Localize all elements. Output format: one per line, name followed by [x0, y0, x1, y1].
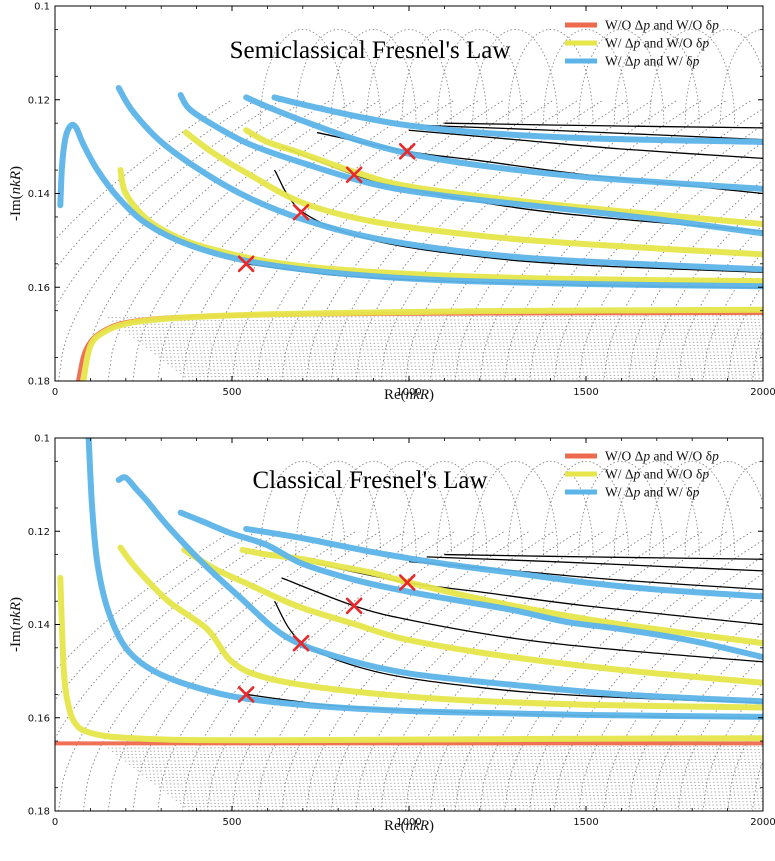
- series-line-yellow-2: [57, 574, 763, 744]
- x-tick-label: 1500: [573, 387, 598, 398]
- background-dots: [55, 28, 763, 381]
- y-tick-label: 0.1: [34, 2, 50, 13]
- series-line-blue-10: [271, 94, 763, 145]
- chart-title: Semiclassical Fresnel's Law: [230, 37, 511, 64]
- y-tick-label: 0.18: [28, 807, 50, 818]
- y-axis-label: -Im(nkR): [8, 597, 24, 652]
- series-line-yellow-3: [117, 544, 763, 711]
- chart-semiclassical: 0 500 1000 1500 2000 0.1 0.12 0.14 0.16 0.18 Re(nk…: [8, 2, 775, 404]
- x-tick-label: 1000: [396, 817, 421, 828]
- analytic-curve-6: [426, 124, 763, 141]
- y-tick-label: 0.12: [28, 95, 50, 106]
- series-line-blue-6: [85, 438, 763, 720]
- x-tick-label: 2000: [750, 387, 775, 398]
- legend-label: W/ Δp and W/ δp: [605, 485, 700, 500]
- analytic-curve-7: [444, 122, 763, 129]
- x-axis-label: Re(nkR): [384, 387, 434, 403]
- series-line-blue-8: [177, 509, 763, 661]
- cross-marker-4: [398, 574, 416, 591]
- y-tick-label: 0.12: [28, 527, 50, 538]
- cross-marker-1: [237, 686, 255, 703]
- x-axis-label: Re(nkR): [384, 818, 434, 834]
- series-line-yellow-5: [243, 127, 763, 227]
- background-dots: [55, 460, 763, 811]
- analytic-curve-5: [408, 129, 763, 159]
- cross-marker-4: [398, 143, 416, 160]
- x-tick-label: 1000: [396, 387, 421, 398]
- cross-marker-2: [292, 634, 310, 652]
- series-line-blue-9: [243, 525, 763, 600]
- legend: W/O Δp and W/O δp W/ Δp and W/O δp W/ Δp a…: [565, 18, 719, 69]
- x-tick-label: 0: [52, 817, 58, 828]
- x-tick-label: 1500: [573, 817, 598, 828]
- cross-marker-2: [292, 203, 310, 221]
- series-line-blue-7: [115, 85, 763, 273]
- legend: W/O Δp and W/O δp W/ Δp and W/O δp W/ Δp a…: [565, 449, 719, 500]
- series-line-yellow-4: [181, 546, 763, 686]
- x-tick-label: 500: [222, 817, 241, 828]
- series-line-blue-7: [115, 474, 763, 705]
- chart-classical: 0 500 1000 1500 2000 0.1 0.12 0.14 0.16 0.18 Re(nk…: [8, 434, 775, 835]
- y-tick-label: 0.14: [28, 189, 50, 200]
- series-line-yellow-4: [182, 129, 763, 258]
- legend-label: W/O Δp and W/O δp: [605, 18, 719, 33]
- series-line-yellow-3: [117, 167, 763, 285]
- x-tick-label: 0: [52, 387, 58, 398]
- y-tick-label: 0.16: [28, 713, 50, 724]
- series-line-blue-8: [177, 92, 763, 237]
- cross-marker-1: [237, 255, 255, 273]
- series-line-yellow-2: [80, 306, 763, 381]
- chart-title: Classical Fresnel's Law: [252, 467, 487, 494]
- series-line-blue-6: [57, 121, 763, 290]
- y-axis-label: -Im(nkR): [8, 166, 24, 221]
- legend-label: W/ Δp and W/O δp: [605, 36, 709, 51]
- y-tick-label: 0.1: [34, 434, 50, 445]
- cross-marker-3: [345, 597, 363, 615]
- x-tick-label: 2000: [750, 817, 775, 828]
- analytic-curve-6: [426, 556, 763, 572]
- legend-label: W/ Δp and W/ δp: [605, 54, 700, 69]
- x-tick-label: 500: [222, 387, 241, 398]
- cross-marker-3: [345, 166, 363, 184]
- analytic-curve-7: [444, 553, 763, 560]
- y-tick-label: 0.16: [28, 283, 50, 294]
- y-tick-label: 0.14: [28, 620, 50, 631]
- legend-label: W/O Δp and W/O δp: [605, 449, 719, 464]
- legend-label: W/ Δp and W/O δp: [605, 467, 709, 482]
- y-tick-label: 0.18: [28, 377, 50, 388]
